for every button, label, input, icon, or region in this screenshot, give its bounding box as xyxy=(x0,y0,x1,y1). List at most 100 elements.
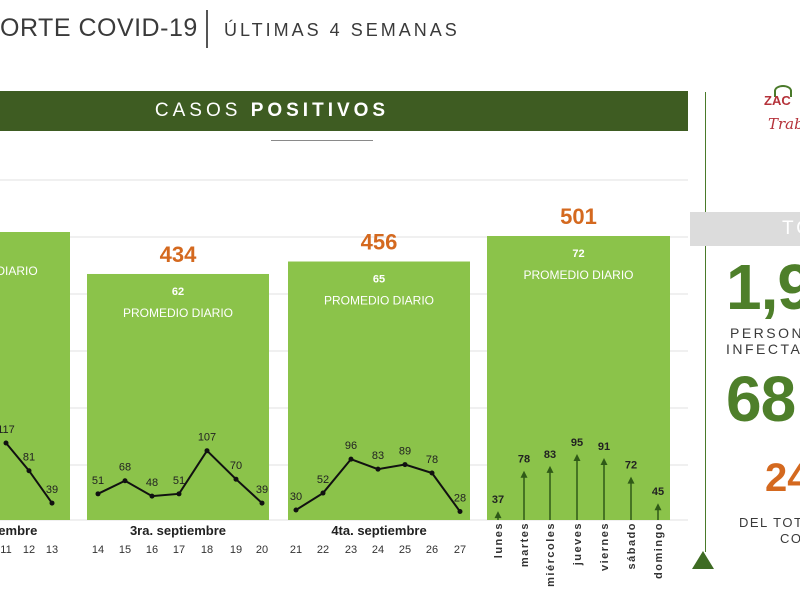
day-tick-label: 18 xyxy=(201,544,213,556)
daily-stick-head xyxy=(600,457,608,465)
day-tick-label: 23 xyxy=(345,544,357,556)
logo-mark-icon xyxy=(774,85,792,97)
daily-point xyxy=(49,500,55,506)
day-tick-label: 12 xyxy=(23,544,35,556)
total-label: TO xyxy=(782,218,800,239)
day-tick-label: 24 xyxy=(372,544,384,556)
logo-text-top: ZAC xyxy=(764,93,791,108)
week-average-value: 65 xyxy=(373,274,385,286)
infected-label: INFECTA xyxy=(726,341,800,357)
daily-value-label: 72 xyxy=(625,460,637,472)
day-tick-label: 22 xyxy=(317,544,329,556)
daily-point xyxy=(233,476,239,482)
week-average-label: PROMEDIO DIARIO xyxy=(324,294,434,308)
day-tick-label: 27 xyxy=(454,544,466,556)
logo-text-bottom: Trab xyxy=(768,115,800,133)
day-tick-label: 21 xyxy=(290,544,302,556)
section-title: CASOS POSITIVOS xyxy=(0,91,544,131)
section-underline xyxy=(271,140,373,141)
daily-value-label: 83 xyxy=(372,450,384,462)
day-tick-label: 16 xyxy=(146,544,158,556)
header-separator xyxy=(206,10,208,48)
second-big-value: 68 xyxy=(726,363,796,435)
daily-point xyxy=(95,491,101,497)
persons-label: PERSON xyxy=(730,325,800,341)
week-average-label: PROMEDIO DIARIO xyxy=(523,268,633,282)
week-name-label: 3ra. septiembre xyxy=(130,523,226,538)
week-bar-0 xyxy=(0,232,70,520)
week-total-label: 434 xyxy=(160,242,197,267)
daily-value-label: 45 xyxy=(652,486,664,498)
daily-value-label: 117 xyxy=(0,424,15,436)
daily-point xyxy=(149,493,155,499)
daily-value-label: 70 xyxy=(230,460,242,472)
day-tick-label: 11 xyxy=(0,544,11,556)
daily-point xyxy=(293,507,299,513)
daily-value-label: 78 xyxy=(426,454,438,466)
day-tick-label: 20 xyxy=(256,544,268,556)
week-average-value: 62 xyxy=(172,286,184,298)
week-bar-3 xyxy=(487,236,670,520)
daily-value-label: 96 xyxy=(345,440,357,452)
daily-value-label: 51 xyxy=(92,475,104,487)
daily-value-label: 39 xyxy=(256,484,268,496)
day-tick-label: 14 xyxy=(92,544,104,556)
daily-value-label: 48 xyxy=(146,477,158,489)
daily-value-label: 68 xyxy=(119,462,131,474)
day-tick-label: jueves xyxy=(572,522,584,566)
day-tick-label: 19 xyxy=(230,544,242,556)
day-tick-label: 25 xyxy=(399,544,411,556)
day-tick-label: miércoles xyxy=(545,522,557,587)
daily-value-label: 28 xyxy=(454,493,466,505)
day-tick-label: 17 xyxy=(173,544,185,556)
cases-chart: DIARIO iembre 117 11 81 12 39 13 434 62 PROMEDIO D… xyxy=(0,179,688,587)
daily-point xyxy=(320,490,326,496)
daily-value-label: 95 xyxy=(571,437,583,449)
total-infected-value: 1,9 xyxy=(726,251,800,323)
daily-stick-head xyxy=(573,454,581,461)
daily-point xyxy=(176,491,182,497)
week-total-label: 456 xyxy=(361,230,398,255)
report-subtitle: ÚLTIMAS 4 SEMANAS xyxy=(224,20,460,40)
week-bar-1 xyxy=(87,273,269,520)
week-total-label: 501 xyxy=(560,204,597,229)
daily-point xyxy=(348,456,354,462)
report-title: ORTE COVID-19 xyxy=(0,14,198,42)
daily-value-label: 81 xyxy=(23,452,35,464)
daily-value-label: 52 xyxy=(317,474,329,486)
daily-value-label: 30 xyxy=(290,491,302,503)
of-total-label: DEL TOT xyxy=(739,515,800,530)
section-title-bold: POSITIVOS xyxy=(250,100,390,121)
orange-value: 24 xyxy=(765,456,800,500)
day-tick-label: sábado xyxy=(626,522,638,570)
day-tick-label: 26 xyxy=(426,544,438,556)
daily-point xyxy=(3,440,9,446)
day-tick-label: martes xyxy=(519,522,531,567)
daily-point xyxy=(402,462,408,468)
week-average-label: DIARIO xyxy=(0,264,38,278)
daily-point xyxy=(122,478,128,484)
daily-value-label: 107 xyxy=(198,432,216,444)
daily-value-label: 51 xyxy=(173,475,185,487)
daily-point xyxy=(429,470,435,476)
section-banner xyxy=(0,91,688,131)
total-band xyxy=(690,212,800,246)
day-tick-label: domingo xyxy=(653,522,665,579)
panel-divider xyxy=(705,92,706,552)
daily-point xyxy=(259,500,265,506)
daily-point xyxy=(457,509,463,515)
week-name-label: 4ta. septiembre xyxy=(331,523,426,538)
daily-point xyxy=(204,448,210,454)
up-arrow-icon xyxy=(692,551,714,569)
daily-stick-head xyxy=(520,470,528,478)
day-tick-label: viernes xyxy=(599,522,611,571)
daily-stick-head xyxy=(494,511,502,519)
week-average-label: PROMEDIO DIARIO xyxy=(123,306,233,320)
logo: ZAC Trab xyxy=(762,85,800,153)
daily-point xyxy=(26,468,32,474)
day-tick-label: 15 xyxy=(119,544,131,556)
daily-value-label: 83 xyxy=(544,449,556,461)
section-title-light: CASOS xyxy=(154,100,242,121)
day-tick-label: 13 xyxy=(46,544,58,556)
of-total-label-2: CO xyxy=(780,531,800,546)
